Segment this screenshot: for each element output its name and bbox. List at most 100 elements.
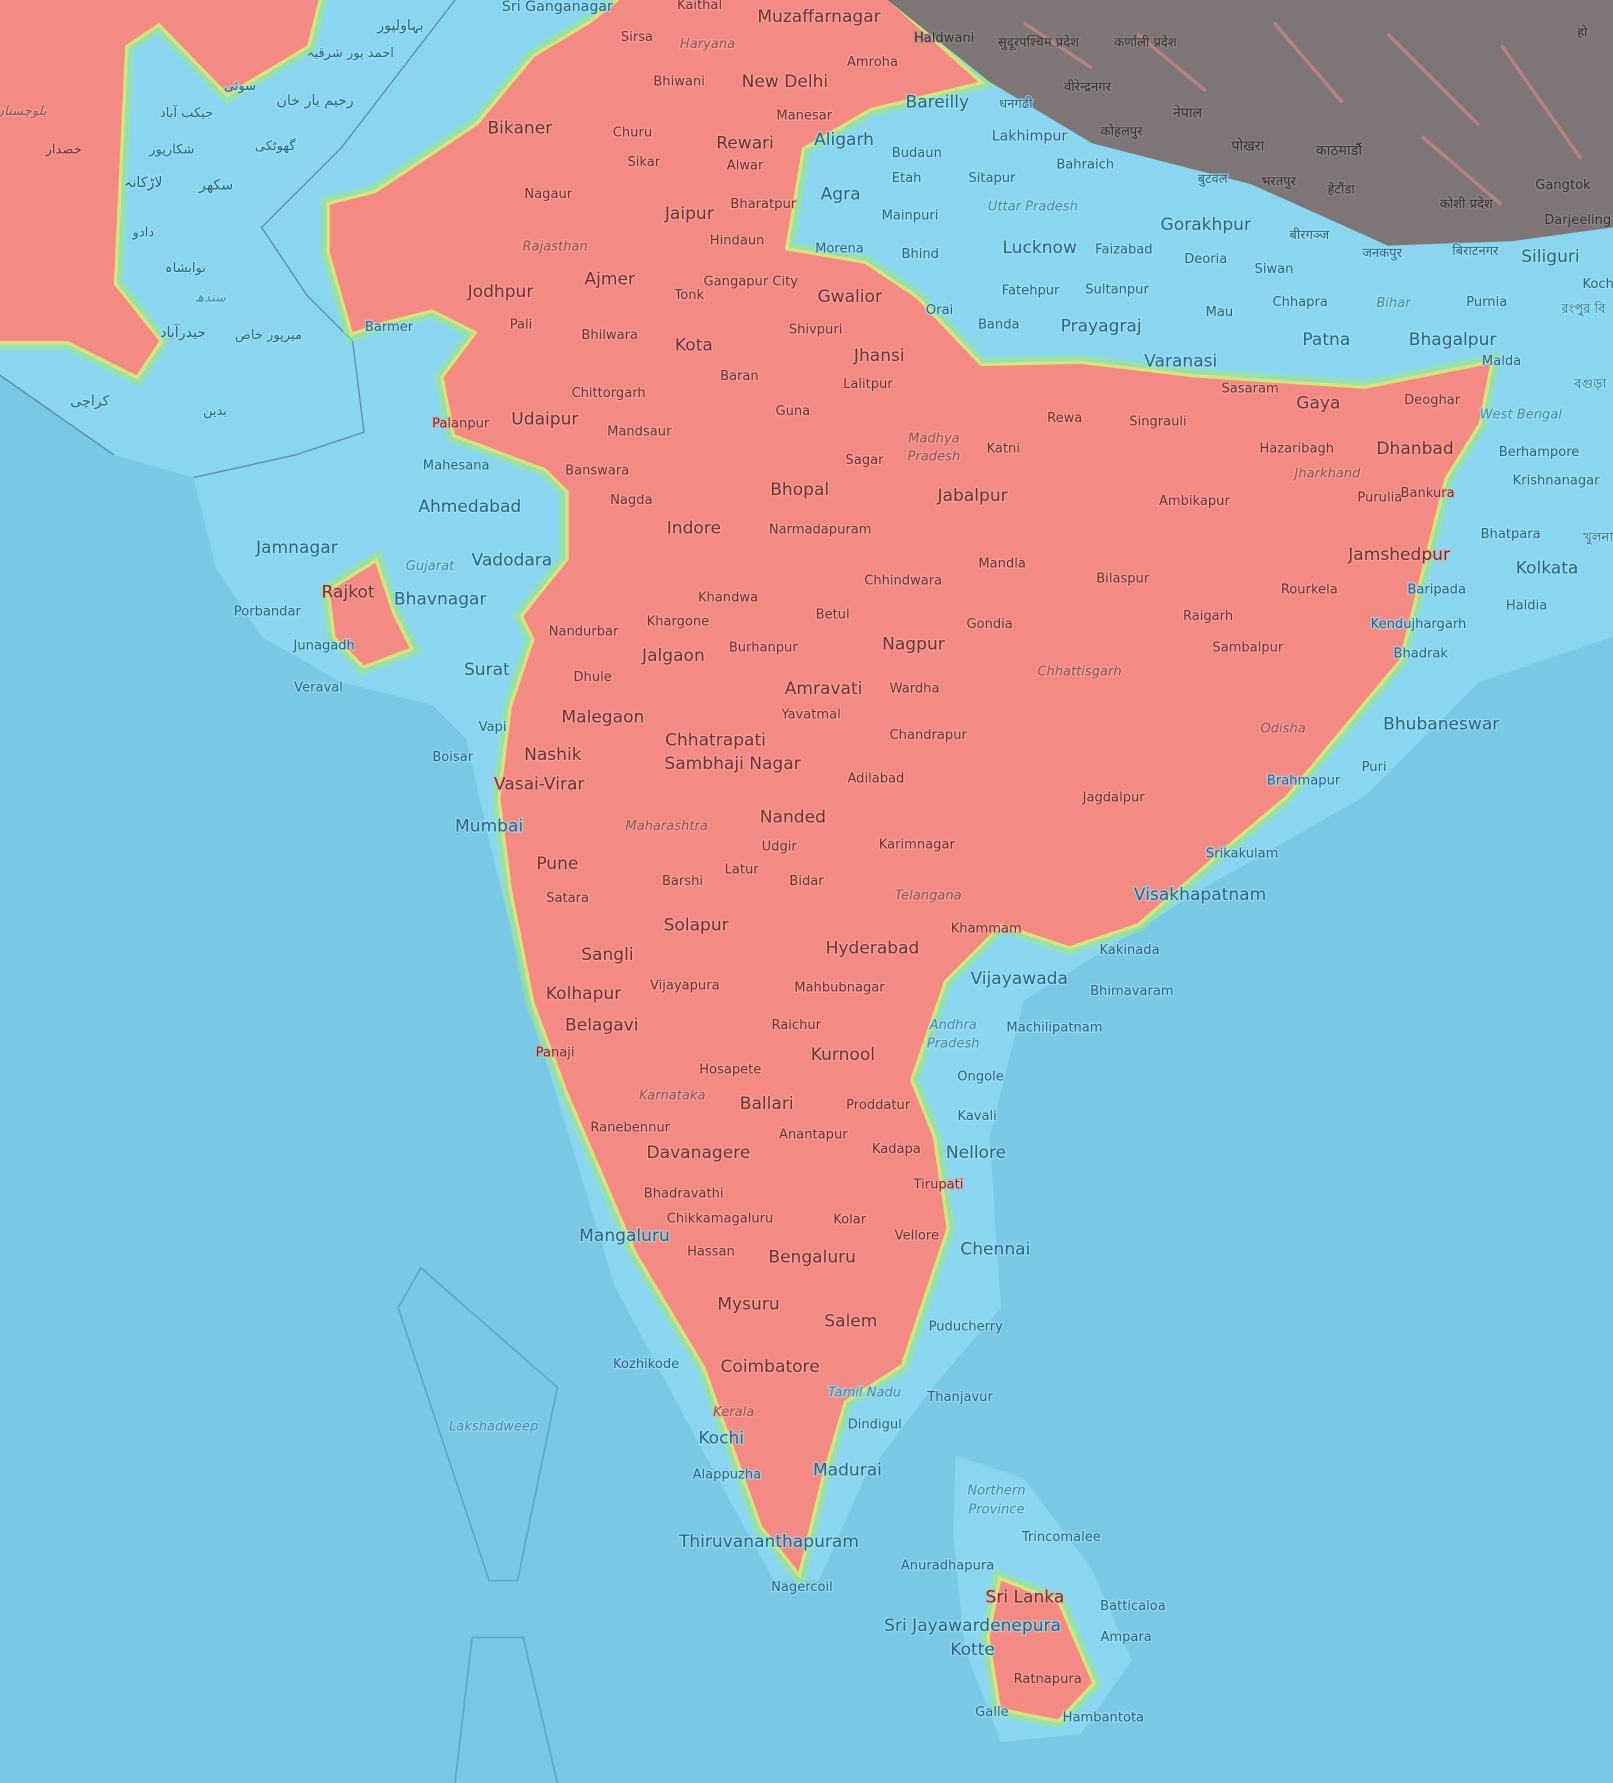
city-label[interactable]: Sikar xyxy=(626,154,662,172)
city-label[interactable]: Krishnanagar xyxy=(1511,472,1601,490)
city-label[interactable]: Vellore xyxy=(893,1227,940,1245)
city-label[interactable]: Hosapete xyxy=(698,1061,763,1079)
city-label[interactable]: Udaipur xyxy=(510,408,581,431)
city-label[interactable]: Solapur xyxy=(662,914,731,937)
region-label[interactable]: West Bengal xyxy=(1478,406,1563,424)
city-label[interactable]: Surat xyxy=(463,658,512,681)
city-label[interactable]: Hazaribagh xyxy=(1258,440,1335,458)
city-label[interactable]: Nashik xyxy=(523,744,583,767)
city-label[interactable]: Brahmapur xyxy=(1266,772,1343,790)
city-label[interactable]: Lucknow xyxy=(1001,236,1078,259)
city-label[interactable]: Junagadh xyxy=(291,637,356,655)
city-label[interactable]: Bharatpur xyxy=(729,196,798,214)
city-label[interactable]: Bhubaneswar xyxy=(1382,713,1502,736)
city-label[interactable]: রংপুর বি xyxy=(1559,299,1608,318)
region-label[interactable]: Province xyxy=(967,1501,1026,1519)
city-label[interactable]: Kolkata xyxy=(1514,557,1580,580)
city-label[interactable]: Raigarh xyxy=(1182,607,1235,625)
city-label[interactable]: Mandla xyxy=(977,555,1027,573)
city-label[interactable]: Bareilly xyxy=(904,91,970,114)
city-label[interactable]: Amravati xyxy=(783,678,864,701)
city-label[interactable]: Ajmer xyxy=(583,268,637,291)
city-label[interactable]: Faizabad xyxy=(1094,241,1154,259)
city-label[interactable]: Bhadravathi xyxy=(642,1185,725,1203)
city-label[interactable]: Rajkot xyxy=(320,581,376,604)
city-label[interactable]: Sambhaji Nagar xyxy=(663,753,803,776)
city-label[interactable]: Sultanpur xyxy=(1084,281,1151,299)
city-label[interactable]: Satara xyxy=(545,889,591,907)
city-label[interactable]: Bhilwara xyxy=(580,327,639,345)
city-label[interactable]: Porbandar xyxy=(232,603,302,621)
city-label[interactable]: Vijayawada xyxy=(969,968,1069,991)
city-label[interactable]: Vapi xyxy=(477,719,508,737)
city-label[interactable]: Jabalpur xyxy=(935,484,1010,507)
city-label[interactable]: बिराटनगर xyxy=(1451,241,1501,260)
city-label[interactable]: Bhind xyxy=(900,246,940,264)
city-label[interactable]: Khargone xyxy=(645,613,710,631)
city-label[interactable]: हो xyxy=(1576,23,1590,42)
city-label[interactable]: Koch xyxy=(1581,275,1613,293)
city-label[interactable]: Varanasi xyxy=(1143,350,1219,373)
city-label[interactable]: Karimnagar xyxy=(877,836,957,854)
city-label[interactable]: Lakhimpur xyxy=(990,127,1068,146)
city-label[interactable]: Hambantota xyxy=(1061,1709,1145,1727)
city-label[interactable]: Jagdalpur xyxy=(1080,789,1146,807)
city-label[interactable]: Ranebennur xyxy=(589,1119,672,1137)
city-label[interactable]: Aligarh xyxy=(813,128,876,151)
city-label[interactable]: Nagaur xyxy=(523,186,574,204)
city-label[interactable]: भरतपुर xyxy=(1260,173,1298,191)
city-label[interactable]: Ambikapur xyxy=(1158,493,1232,511)
city-label[interactable]: Sangli xyxy=(580,944,635,967)
city-label[interactable]: Shivpuri xyxy=(787,321,843,339)
city-label[interactable]: Barshi xyxy=(661,872,705,890)
city-label[interactable]: دادو xyxy=(130,224,156,242)
region-label[interactable]: Odisha xyxy=(1259,720,1307,738)
city-label[interactable]: पोखरा xyxy=(1230,136,1266,156)
city-label[interactable]: Jamshedpur xyxy=(1346,543,1453,566)
city-label[interactable]: Adilabad xyxy=(846,770,906,788)
city-label[interactable]: Narmadapuram xyxy=(767,521,872,539)
city-label[interactable]: Machilipatnam xyxy=(1005,1019,1104,1037)
city-label[interactable]: Bengaluru xyxy=(767,1246,857,1269)
city-label[interactable]: Pali xyxy=(508,316,533,334)
city-label[interactable]: Sasaram xyxy=(1220,380,1280,398)
city-label[interactable]: Bhimavaram xyxy=(1089,983,1175,1001)
city-label[interactable]: رحیم یار خان xyxy=(275,92,355,111)
city-label[interactable]: Vijayapura xyxy=(649,977,721,995)
city-label[interactable]: Rewa xyxy=(1046,410,1084,428)
city-label[interactable]: খুলনা xyxy=(1582,529,1613,547)
city-label[interactable]: Srikakulam xyxy=(1205,845,1280,863)
city-label[interactable]: Baran xyxy=(719,367,760,385)
city-label[interactable]: Salem xyxy=(823,1310,879,1333)
city-label[interactable]: Thanjavur xyxy=(925,1389,995,1407)
city-label[interactable]: Kurnool xyxy=(809,1044,876,1067)
city-label[interactable]: Alappuzha xyxy=(691,1466,762,1484)
city-label[interactable]: Rourkela xyxy=(1279,581,1339,599)
city-label[interactable]: Ahmedabad xyxy=(417,496,523,519)
city-label[interactable]: Udgir xyxy=(760,838,799,856)
city-label[interactable]: کراچی xyxy=(69,392,111,411)
city-label[interactable]: Patna xyxy=(1301,329,1352,352)
city-label[interactable]: हेटौंडा xyxy=(1326,180,1357,199)
city-label[interactable]: Bhadrak xyxy=(1392,645,1450,663)
city-label[interactable]: Agra xyxy=(819,183,862,206)
city-label[interactable]: Indore xyxy=(665,517,722,540)
city-label[interactable]: Kozhikode xyxy=(612,1356,681,1374)
city-label[interactable]: حیدرآباد xyxy=(159,322,208,343)
city-label[interactable]: Sirsa xyxy=(620,29,655,47)
city-label[interactable]: Gangtok xyxy=(1534,176,1593,194)
city-label[interactable]: Haldwani xyxy=(913,30,976,48)
city-label[interactable]: Gaya xyxy=(1295,392,1342,415)
region-label[interactable]: Northern xyxy=(966,1482,1027,1500)
city-label[interactable]: شکارپور xyxy=(147,141,196,159)
city-label[interactable]: Kochi xyxy=(697,1427,746,1450)
region-label[interactable]: Jharkhand xyxy=(1290,465,1362,483)
city-label[interactable]: Bhavnagar xyxy=(393,588,489,611)
region-label[interactable]: Lakshadweep xyxy=(448,1418,540,1436)
city-label[interactable]: कोहलपुर xyxy=(1099,122,1144,141)
city-label[interactable]: Chikkamagaluru xyxy=(665,1210,774,1228)
city-label[interactable]: Mysuru xyxy=(716,1293,781,1316)
city-label[interactable]: Davanagere xyxy=(645,1142,752,1165)
city-label[interactable]: Chhindwara xyxy=(863,572,944,590)
